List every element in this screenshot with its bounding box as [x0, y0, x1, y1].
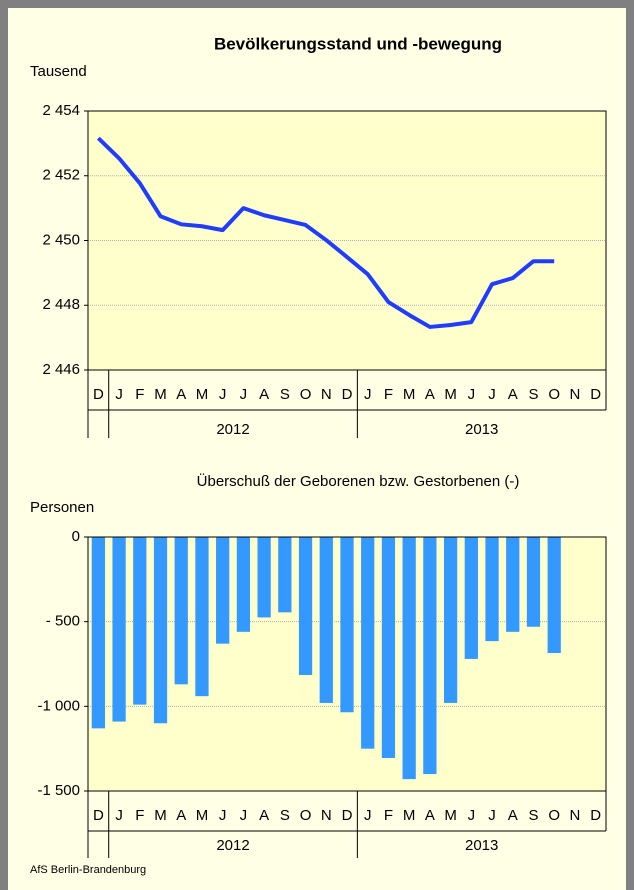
bar	[506, 537, 520, 632]
line	[96, 136, 555, 329]
x-tick-label: M	[403, 386, 416, 403]
bar	[547, 537, 561, 653]
y-tick-label: 2 452	[42, 167, 80, 184]
bar	[133, 537, 147, 705]
x-tick-label: S	[528, 807, 538, 824]
bar	[443, 537, 458, 703]
year-label: 2012	[216, 421, 249, 438]
bar	[485, 537, 499, 642]
x-tick-label: J	[364, 807, 372, 824]
x-tick-label: M	[403, 807, 416, 824]
year-label: 2013	[465, 837, 498, 854]
x-tick-label: D	[93, 386, 104, 403]
x-tick-label: A	[508, 386, 518, 403]
x-tick-label: D	[342, 386, 353, 403]
year-label: 2012	[216, 837, 249, 854]
x-tick-label: N	[569, 807, 580, 824]
y-tick-label: - 500	[46, 613, 80, 630]
y-tick-label: -1 000	[37, 697, 80, 714]
x-tick-label: N	[569, 386, 580, 403]
x-tick-label: J	[488, 386, 496, 403]
x-tick-label: J	[240, 807, 248, 824]
x-tick-label: D	[590, 807, 601, 824]
x-tick-label: D	[93, 807, 104, 824]
x-tick-label: M	[154, 807, 167, 824]
x-tick-label: M	[196, 807, 209, 824]
bar	[112, 537, 126, 722]
x-tick-label: M	[444, 386, 457, 403]
x-tick-label: F	[135, 386, 144, 403]
bar	[402, 537, 416, 780]
bar	[257, 537, 271, 618]
x-tick-label: A	[176, 807, 186, 824]
x-tick-label: A	[425, 386, 435, 403]
bar	[216, 537, 230, 644]
x-tick-label: J	[219, 807, 227, 824]
source: AfS Berlin-Brandenburg	[30, 864, 146, 876]
x-tick-label: J	[240, 386, 248, 403]
x-tick-label: A	[425, 807, 435, 824]
x-tick-label: N	[321, 807, 332, 824]
x-tick-label: O	[548, 807, 560, 824]
bar	[91, 537, 105, 729]
bar	[526, 537, 541, 627]
page-title: Bevölkerungsstand und -bewegung	[214, 34, 502, 53]
plot-border	[87, 110, 607, 371]
bar	[236, 537, 251, 632]
x-tick-label: F	[384, 807, 393, 824]
y-tick-label: 2 448	[42, 296, 80, 313]
x-tick-label: O	[548, 386, 560, 403]
x-tick-label: D	[342, 807, 353, 824]
x-tick-label: S	[280, 807, 290, 824]
bar	[319, 537, 333, 703]
x-tick-label: J	[468, 807, 476, 824]
bar	[174, 537, 188, 685]
x-tick-label: M	[196, 386, 209, 403]
x-tick-label: J	[488, 807, 496, 824]
x-tick-label: S	[528, 386, 538, 403]
y-axis-label: Personen	[30, 499, 94, 516]
bar	[195, 537, 209, 697]
bar	[423, 537, 437, 775]
bar	[464, 537, 478, 659]
x-tick-label: J	[364, 386, 372, 403]
y-axis-label: Tausend	[30, 63, 87, 80]
x-tick-label: A	[508, 807, 518, 824]
x-tick-label: J	[115, 807, 123, 824]
x-tick-label: J	[468, 386, 476, 403]
bar	[278, 537, 292, 613]
year-label: 2013	[465, 421, 498, 438]
x-tick-label: A	[259, 807, 269, 824]
y-tick-label: -1 500	[37, 782, 80, 799]
x-tick-label: A	[176, 386, 186, 403]
x-tick-label: M	[154, 386, 167, 403]
x-tick-label: N	[321, 386, 332, 403]
x-tick-label: F	[384, 386, 393, 403]
x-tick-label: J	[115, 386, 123, 403]
x-tick-label: O	[300, 807, 312, 824]
y-tick-label: 2 454	[42, 102, 80, 119]
bar	[298, 537, 313, 676]
bar	[340, 537, 354, 713]
y-tick-label: 2 446	[42, 361, 80, 378]
bar	[361, 537, 375, 749]
x-tick-label: O	[300, 386, 312, 403]
x-tick-label: S	[280, 386, 290, 403]
x-tick-label: M	[444, 807, 457, 824]
x-tick-label: D	[590, 386, 601, 403]
x-tick-label: A	[259, 386, 269, 403]
y-tick-label: 0	[72, 528, 80, 545]
plot-border	[87, 536, 607, 792]
chart-title: Überschuß der Geborenen bzw. Gestorbenen…	[197, 472, 520, 490]
x-tick-label: J	[219, 386, 227, 403]
bar	[381, 537, 396, 758]
y-tick-label: 2 450	[42, 231, 80, 248]
x-tick-label: F	[135, 807, 144, 824]
bar	[153, 537, 168, 724]
